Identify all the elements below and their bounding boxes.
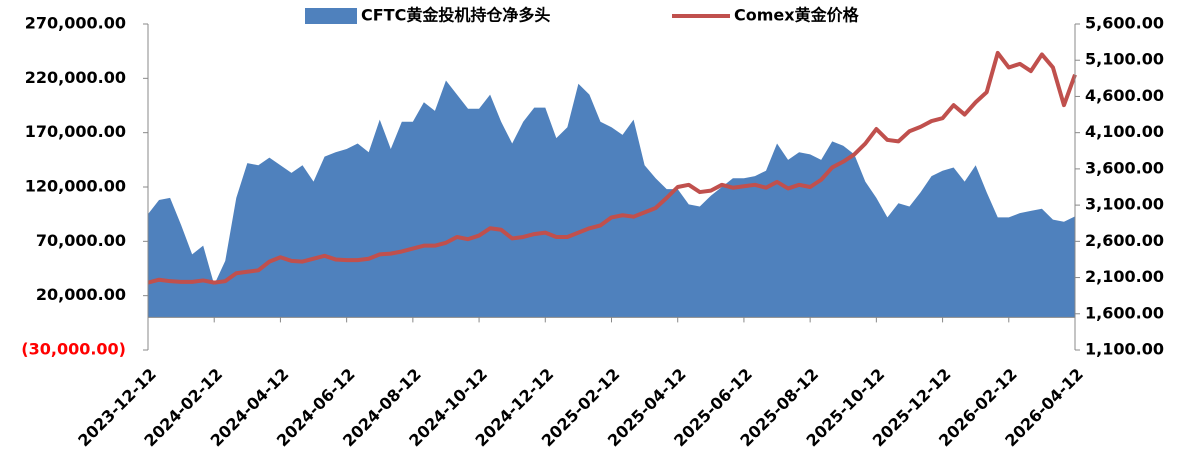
y2-tick-label: 1,100.00 <box>1085 340 1164 359</box>
y2-tick-label: 5,600.00 <box>1085 14 1164 33</box>
area <box>148 80 1075 318</box>
line <box>147 50 1077 285</box>
y2-tick-label: 3,600.00 <box>1085 158 1164 177</box>
y2-tick-label: 4,100.00 <box>1085 122 1164 141</box>
legend-label: Comex黄金价格 <box>734 6 860 25</box>
y2-tick-label: 2,600.00 <box>1085 231 1164 250</box>
y-tick-label: 70,000.00 <box>36 231 126 250</box>
legend-swatch <box>305 8 357 24</box>
y2-tick-label: 2,100.00 <box>1085 267 1164 286</box>
y-tick-label: 20,000.00 <box>36 285 126 304</box>
y2-tick-label: 3,100.00 <box>1085 195 1164 214</box>
legend-label: CFTC黄金投机持仓净多头 <box>361 6 550 25</box>
y2-tick-label: 4,600.00 <box>1085 86 1164 105</box>
y-tick-label: 170,000.00 <box>25 122 126 141</box>
y-tick-label: 120,000.00 <box>25 177 126 196</box>
y-tick-label: (30,000.00) <box>21 340 126 359</box>
y-tick-label: 220,000.00 <box>25 68 126 87</box>
y-tick-label: 270,000.00 <box>25 14 126 33</box>
y2-tick-label: 5,100.00 <box>1085 50 1164 69</box>
y2-tick-label: 1,600.00 <box>1085 303 1164 322</box>
